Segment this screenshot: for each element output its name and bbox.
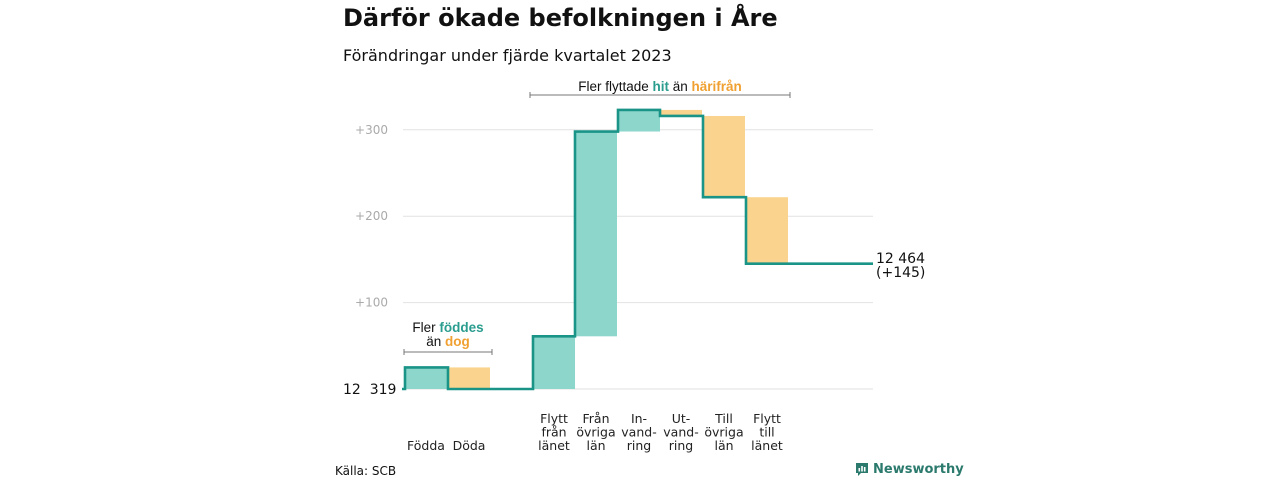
category-label: från: [541, 425, 566, 440]
bar-flytt-till-länet: [746, 197, 788, 264]
y-tick-label: +100: [355, 296, 388, 310]
end-change-label: (+145): [876, 265, 925, 281]
bar-flytt-från-länet: [533, 336, 575, 389]
y-tick-label: +200: [355, 209, 388, 223]
category-label: Till: [714, 411, 733, 426]
end-value-label: 12 464: [876, 251, 925, 267]
births-annotation-line2: än dog: [426, 334, 470, 349]
gridlines: +100 +200 +300: [355, 123, 873, 390]
births-annotation-line1: Fler föddes: [412, 320, 483, 335]
category-label: ring: [627, 438, 651, 453]
category-label: Födda: [407, 438, 445, 453]
category-label: länet: [751, 438, 783, 453]
category-label: till: [759, 425, 774, 440]
category-label: länet: [538, 438, 570, 453]
waterfall-chart: +100+200+300 Födda DödaFlyttfrånlänetFrån…: [343, 79, 925, 453]
chart-subtitle: Förändringar under fjärde kvartalet 2023: [343, 46, 672, 65]
category-label: Flytt: [753, 411, 781, 426]
category-label: Flytt: [540, 411, 568, 426]
bar-döda: [448, 367, 490, 389]
migration-annotation-bracket: [529, 92, 791, 98]
category-label: övriga: [576, 425, 615, 440]
y-tick-label: +300: [355, 123, 388, 137]
category-label: Döda: [453, 438, 486, 453]
bar-födda: [405, 367, 447, 389]
category-label: ring: [669, 438, 693, 453]
category-label: In-: [631, 411, 647, 426]
category-label: Ut-: [672, 411, 691, 426]
category-label: län: [714, 438, 733, 453]
bar-till-övriga-län: [703, 115, 745, 198]
category-labels: Födda DödaFlyttfrånlänetFrånövrigalänIn-v…: [407, 411, 783, 453]
brand-name: Newsworthy: [873, 462, 964, 477]
start-value-label: 12 319: [343, 382, 396, 398]
migration-annotation: Fler flyttade hit än härifrån: [578, 79, 742, 94]
category-label: övriga: [704, 425, 743, 440]
category-label: län: [586, 438, 605, 453]
newsworthy-icon: [856, 463, 868, 476]
bar-från-övriga-län: [575, 131, 617, 337]
births-annotation-bracket: [403, 349, 493, 355]
bar-in-vand-ring: [618, 109, 660, 132]
bars: [405, 109, 788, 389]
cumulative-step-line: [402, 108, 873, 391]
category-label: vand-: [621, 425, 656, 440]
source-note: Källa: SCB: [335, 464, 397, 478]
category-label: Från: [582, 411, 609, 426]
brand-logo: Newsworthy: [855, 462, 964, 477]
chart-title: Därför ökade befolkningen i Åre: [343, 4, 778, 32]
category-label: vand-: [663, 425, 698, 440]
bar-ut-vand-ring: [660, 109, 702, 116]
